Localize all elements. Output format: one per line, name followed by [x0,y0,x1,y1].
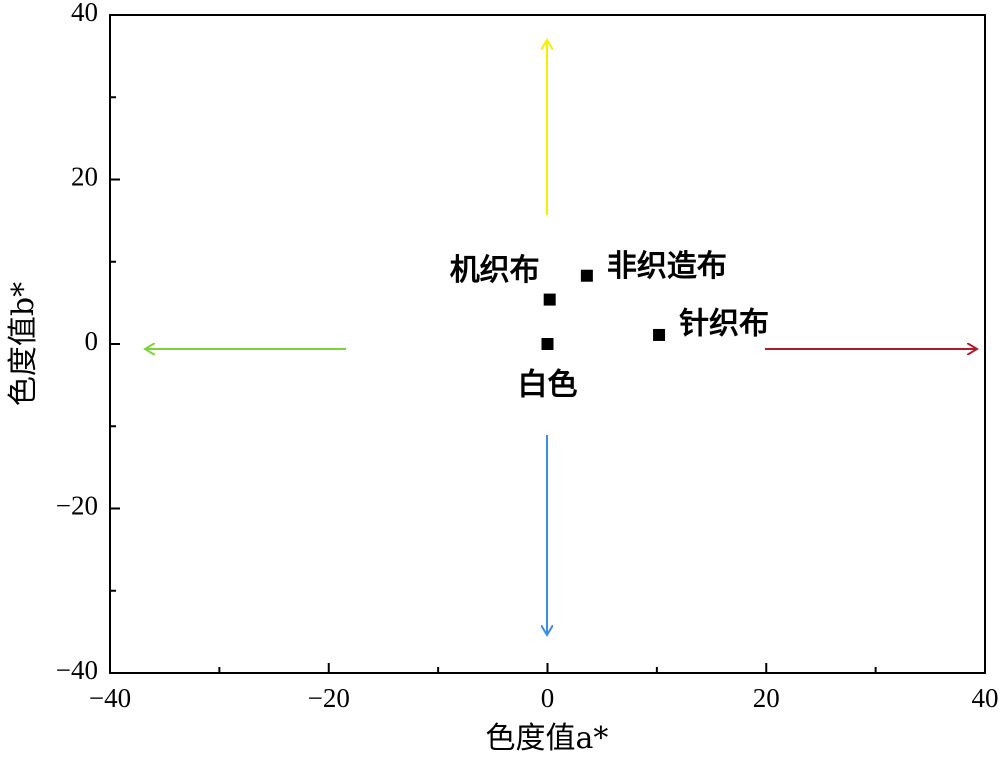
y-tick-label: 0 [85,326,99,356]
x-tick-label: 0 [541,683,555,713]
x-axis-label: 色度值a* [486,721,609,756]
point-label: 非织造布 [607,249,727,284]
x-tick-label: 40 [972,683,999,713]
x-tick-label: 20 [753,683,780,713]
y-tick-label: 40 [71,0,98,27]
point [653,328,666,341]
y-tick-label: 20 [71,162,98,192]
y-tick-label: −40 [56,655,98,685]
point [580,269,593,282]
point-label: 针织布 [679,306,769,341]
point-label: 机织布 [450,253,540,288]
y-tick-label: −20 [56,491,98,521]
x-tick-label: −40 [89,683,131,713]
point [541,338,554,350]
point-label: 白色 [518,368,578,403]
x-tick-label: −20 [308,683,350,713]
point [543,293,556,306]
y-axis-label: 色度值b* [6,282,41,406]
